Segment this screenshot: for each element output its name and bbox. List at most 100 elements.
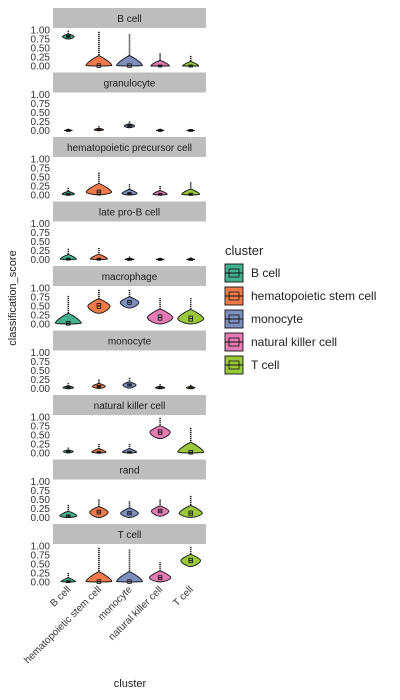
y-axis-label: classification_score <box>7 250 19 345</box>
y-tick-label: 0.75 <box>31 293 51 304</box>
y-tick-label: 0.25 <box>31 569 51 580</box>
violin <box>54 312 82 325</box>
x-tick-label: T cell <box>171 584 196 609</box>
facet-strip-label: hematopoietic precursor cell <box>67 143 192 154</box>
facet-strip-label: late pro-B cell <box>99 208 160 219</box>
legend-label: T cell <box>251 358 279 372</box>
legend-key <box>224 355 244 375</box>
y-tick-label: 0.00 <box>31 513 51 524</box>
facet-panel: granulocyte 0.000.250.500.751.00 <box>31 72 206 137</box>
legend-title: cluster <box>225 243 264 258</box>
y-tick-label: 1.00 <box>31 155 51 166</box>
facet-strip <box>53 266 206 286</box>
facet-strip <box>53 524 206 544</box>
y-tick-label: 0.25 <box>31 53 51 64</box>
facet-strip-label: monocyte <box>108 337 152 348</box>
y-tick-label: 0.75 <box>31 99 51 110</box>
y-tick-label: 0.00 <box>31 320 51 331</box>
violin <box>116 571 143 583</box>
y-tick-label: 0.75 <box>31 357 51 368</box>
facet-strip <box>53 8 206 28</box>
facet-strip-label: natural killer cell <box>94 401 166 412</box>
y-tick-label: 0.50 <box>31 431 51 442</box>
legend-key <box>224 263 244 283</box>
y-tick-label: 0.50 <box>31 173 51 184</box>
facet-panel: T cell 0.000.250.500.751.00 <box>31 524 206 589</box>
facet-strip <box>53 395 206 415</box>
facet-panel: B cell 0.000.250.500.751.00 <box>31 8 206 73</box>
y-tick-label: 1.00 <box>31 413 51 424</box>
y-tick-label: 0.50 <box>31 495 51 506</box>
y-tick-label: 0.50 <box>31 237 51 248</box>
legend-label: hematopoietic stem cell <box>251 289 376 303</box>
legend-key <box>224 309 244 329</box>
facet-strip-label: macrophage <box>102 272 158 283</box>
y-tick-label: 0.00 <box>31 449 51 460</box>
facet-strip-label: T cell <box>118 530 142 541</box>
facet-panel: natural killer cell 0.000.250.500.751.00 <box>31 395 206 460</box>
y-tick-label: 0.50 <box>31 108 51 119</box>
y-tick-label: 0.25 <box>31 375 51 386</box>
y-tick-label: 0.25 <box>31 117 51 128</box>
y-tick-label: 0.75 <box>31 164 51 175</box>
legend-key <box>224 286 244 306</box>
facet-panel: macrophage 0.000.250.500.751.00 <box>31 266 206 331</box>
facet-strip <box>53 72 206 93</box>
y-tick-label: 0.50 <box>31 44 51 55</box>
y-tick-label: 0.25 <box>31 504 51 515</box>
facet-panel: monocyte 0.000.250.500.751.00 <box>31 330 206 395</box>
y-tick-label: 0.75 <box>31 551 51 562</box>
violin <box>120 507 139 518</box>
facet-strip <box>53 201 206 222</box>
y-tick-label: 1.00 <box>31 542 51 553</box>
y-tick-label: 0.25 <box>31 182 51 193</box>
violin <box>116 55 143 67</box>
y-tick-label: 1.00 <box>31 348 51 359</box>
facet-panel: rand 0.000.250.500.751.00 <box>31 459 206 524</box>
x-tick-label: natural killer cell <box>107 584 165 642</box>
y-tick-label: 0.00 <box>31 191 51 202</box>
y-tick-label: 0.50 <box>31 366 51 377</box>
y-tick-label: 0.75 <box>31 486 51 497</box>
y-tick-label: 0.25 <box>31 440 51 451</box>
facet-panel: hematopoietic precursor cell 0.000.250.50… <box>31 137 206 202</box>
facet-panel: late pro-B cell 0.000.250.500.751.00 <box>31 201 206 266</box>
y-tick-label: 0.00 <box>31 255 51 266</box>
y-tick-label: 1.00 <box>31 284 51 295</box>
violin <box>85 571 113 583</box>
legend-label: monocyte <box>251 312 303 326</box>
violin <box>85 182 113 196</box>
y-tick-label: 0.75 <box>31 422 51 433</box>
y-tick-label: 1.00 <box>31 477 51 488</box>
y-tick-label: 1.00 <box>31 219 51 230</box>
y-tick-label: 1.00 <box>31 26 51 37</box>
facet-strip <box>53 330 206 351</box>
y-tick-label: 0.00 <box>31 384 51 395</box>
facet-strip-label: B cell <box>117 14 141 25</box>
y-tick-label: 0.25 <box>31 311 51 322</box>
x-axis-label: cluster <box>114 678 147 690</box>
y-tick-label: 0.25 <box>31 246 51 257</box>
violin <box>177 308 205 325</box>
violin <box>85 55 113 67</box>
legend: cluster B cell hematopoietic stem cell mono… <box>224 243 376 375</box>
x-tick-label: B cell <box>48 584 73 609</box>
y-tick-label: 0.00 <box>31 578 51 589</box>
facet-strip-label: rand <box>119 466 139 477</box>
y-tick-label: 0.50 <box>31 560 51 571</box>
y-tick-label: 0.75 <box>31 228 51 239</box>
y-tick-label: 0.50 <box>31 302 51 313</box>
legend-key <box>224 332 244 352</box>
legend-label: natural killer cell <box>251 335 337 349</box>
y-tick-label: 0.00 <box>31 126 51 137</box>
facet-strip <box>53 459 206 480</box>
violin <box>146 308 174 325</box>
legend-label: B cell <box>251 266 280 280</box>
violin <box>177 441 205 454</box>
y-tick-label: 0.75 <box>31 35 51 46</box>
facet-strip <box>53 137 206 157</box>
y-tick-label: 0.00 <box>31 62 51 73</box>
facet-panels: B cell0.000.250.500.751.00granulocyte0.0… <box>31 8 206 589</box>
